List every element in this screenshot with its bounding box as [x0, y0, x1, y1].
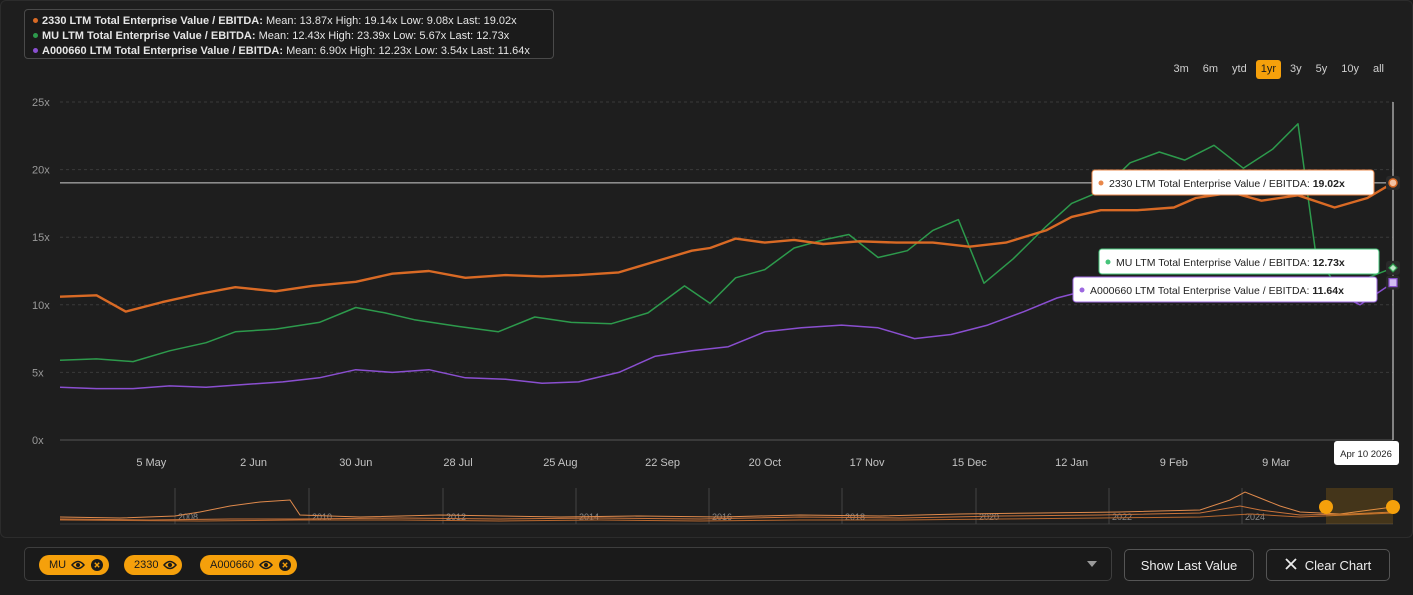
tooltips: 2330 LTM Total Enterprise Value / EBITDA… [1072, 169, 1400, 303]
navigator-year-label: 2020 [979, 512, 999, 522]
y-axis: 0x 5x 10x 15x 20x 25x [32, 97, 50, 447]
tooltip-box [1098, 248, 1380, 275]
y-tick-label: 25x [32, 97, 50, 109]
legend-dot-2330 [33, 18, 38, 24]
crosshair-date-label: Apr 10 2026 [1340, 449, 1392, 460]
x-tick-label: 5 May [136, 457, 166, 469]
x-tick-label: 2 Jun [240, 457, 267, 469]
navigator-year-label: 2024 [1245, 512, 1265, 522]
tooltip-text: A000660 LTM Total Enterprise Value / EBI… [1090, 285, 1344, 297]
x-tick-label: 12 Jan [1055, 457, 1088, 469]
chip-label: A000660 [210, 559, 255, 571]
range-6m-button[interactable]: 6m [1202, 63, 1219, 75]
crosshair-date-box [1334, 441, 1399, 465]
close-icon [1285, 557, 1297, 573]
show-last-value-button[interactable]: Show Last Value [1124, 549, 1254, 581]
legend-name: A000660 LTM Total Enterprise Value / EBI… [42, 45, 284, 57]
legend-name: MU LTM Total Enterprise Value / EBITDA: [42, 30, 256, 42]
button-label: Show Last Value [1140, 557, 1238, 573]
button-label: Clear Chart [1304, 557, 1372, 573]
navigator-line [59, 512, 1394, 522]
legend-row-2330: 2330 LTM Total Enterprise Value / EBITDA… [31, 14, 553, 29]
tooltip-box [1091, 169, 1375, 196]
navigator-window [1326, 488, 1393, 524]
chip-mu[interactable]: MU [39, 555, 110, 575]
series-marker [1388, 263, 1398, 273]
x-tick-label: 20 Oct [749, 457, 781, 469]
y-tick-label: 10x [32, 300, 50, 312]
range-ytd-button[interactable]: ytd [1232, 63, 1247, 75]
navigator-year-label: 2010 [312, 512, 332, 522]
legend-row-mu: MU LTM Total Enterprise Value / EBITDA: … [31, 29, 553, 44]
chip-2330[interactable]: 2330 [124, 555, 183, 575]
series-line-mu [59, 123, 1394, 363]
x-axis: 5 May 2 Jun 30 Jun 28 Jul 25 Aug 22 Sep 20 Oct… [136, 457, 1290, 469]
eye-icon[interactable] [163, 558, 178, 572]
legend-row-a000660: A000660 LTM Total Enterprise Value / EBI… [31, 44, 553, 59]
chip-a000660[interactable]: A000660 [200, 555, 298, 575]
ticker-selector[interactable]: MU 2330 A000660 [24, 547, 1112, 581]
y-tick-label: 20x [32, 165, 50, 177]
navigator-line [59, 505, 1394, 521]
legend-stats: Mean: 6.90x High: 12.23x Low: 3.54x Last… [286, 45, 530, 57]
navigator[interactable]: 2008 2010 2012 2014 2016 2018 2020 2022 2024 [59, 488, 1400, 525]
tooltip-text: 2330 LTM Total Enterprise Value / EBITDA… [1109, 178, 1345, 190]
x-tick-label: 28 Jul [443, 457, 472, 469]
legend-dot-a000660 [33, 48, 38, 54]
series-line-2330 [59, 181, 1394, 313]
tooltip-mu: MU LTM Total Enterprise Value / EBITDA: … [1098, 248, 1400, 275]
x-tick-label: 15 Dec [952, 457, 987, 469]
chart-legend: 2330 LTM Total Enterprise Value / EBITDA… [24, 9, 554, 59]
navigator-year-label: 2012 [446, 512, 466, 522]
y-tick-label: 5x [32, 367, 44, 379]
navigator-handle-left[interactable] [1319, 500, 1333, 514]
legend-dot-mu [33, 33, 38, 39]
navigator-year-label: 2022 [1112, 512, 1132, 522]
tooltip-dot [1098, 180, 1104, 186]
grid-lines [60, 101, 1393, 441]
chart-canvas[interactable]: 0x 5x 10x 15x 20x 25x 5 May 2 Jun 30 Jun 28 Jul 2… [0, 0, 1413, 540]
legend-stats: Mean: 13.87x High: 19.14x Low: 9.08x Las… [265, 15, 517, 27]
clear-chart-button[interactable]: Clear Chart [1266, 549, 1390, 581]
navigator-handle-right[interactable] [1386, 500, 1400, 514]
tooltip-dot [1105, 259, 1111, 265]
remove-icon[interactable] [278, 558, 292, 572]
y-tick-label: 15x [32, 232, 50, 244]
x-tick-label: 9 Mar [1262, 457, 1290, 469]
tooltip-box [1072, 276, 1378, 303]
x-tick-label: 22 Sep [645, 457, 680, 469]
x-tick-label: 9 Feb [1160, 457, 1188, 469]
range-all-button[interactable]: all [1372, 63, 1384, 75]
tooltip-dot [1079, 287, 1085, 293]
series-marker [1388, 278, 1398, 288]
tooltip-2330: 2330 LTM Total Enterprise Value / EBITDA… [1091, 169, 1400, 196]
eye-icon[interactable] [259, 558, 274, 572]
legend-stats: Mean: 12.43x High: 23.39x Low: 5.67x Las… [258, 30, 510, 42]
range-10y-button[interactable]: 10y [1341, 63, 1359, 75]
x-tick-label: 17 Nov [850, 457, 885, 469]
legend-name: 2330 LTM Total Enterprise Value / EBITDA… [42, 15, 263, 27]
tooltip-text: MU LTM Total Enterprise Value / EBITDA: … [1116, 257, 1345, 269]
series-marker [1388, 178, 1398, 188]
chip-label: 2330 [134, 559, 159, 571]
y-tick-label: 0x [32, 435, 44, 447]
navigator-year-label: 2018 [845, 512, 865, 522]
navigator-line [59, 491, 1394, 519]
range-3y-button[interactable]: 3y [1289, 63, 1302, 75]
x-tick-label: 30 Jun [339, 457, 372, 469]
eye-icon[interactable] [71, 558, 86, 572]
chevron-down-icon[interactable] [1087, 561, 1097, 567]
range-5y-button[interactable]: 5y [1315, 63, 1328, 75]
range-1yr-button[interactable]: 1yr [1255, 60, 1281, 79]
range-3m-button[interactable]: 3m [1173, 63, 1189, 75]
chip-label: MU [49, 559, 67, 571]
remove-icon[interactable] [90, 558, 104, 572]
tooltip-a000660: A000660 LTM Total Enterprise Value / EBI… [1072, 275, 1400, 303]
x-tick-label: 25 Aug [543, 457, 577, 469]
navigator-year-label: 2008 [178, 512, 198, 522]
range-selector: 3m 6m ytd 1yr 3y 5y 10y all [1168, 60, 1389, 79]
